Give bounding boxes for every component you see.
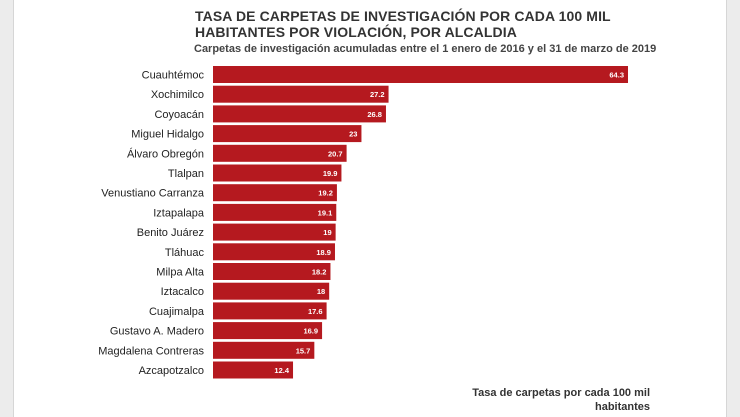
category-label: Iztacalco xyxy=(161,286,204,298)
category-label: Tláhuac xyxy=(165,247,205,259)
bar xyxy=(213,203,337,221)
bar xyxy=(213,125,362,143)
bar xyxy=(213,243,335,261)
category-label: Miguel Hidalgo xyxy=(131,129,204,141)
category-label: Iztapalapa xyxy=(153,207,205,219)
bar xyxy=(213,302,327,320)
data-label: 18.9 xyxy=(316,248,331,257)
category-label: Venustiano Carranza xyxy=(101,188,205,200)
bar xyxy=(213,322,323,340)
data-label: 27.2 xyxy=(370,90,385,99)
data-label: 19 xyxy=(323,228,331,237)
category-label: Magdalena Contreras xyxy=(98,345,204,357)
bar xyxy=(213,263,331,280)
panel-right-edge xyxy=(726,0,727,417)
bar xyxy=(213,223,336,241)
bar xyxy=(213,66,628,83)
data-label: 12.4 xyxy=(274,366,289,375)
bar xyxy=(213,341,315,359)
x-axis-label: Tasa de carpetas por cada 100 mil habita… xyxy=(472,387,650,413)
bar xyxy=(213,105,386,123)
category-label: Gustavo A. Madero xyxy=(110,326,204,338)
data-label: 26.8 xyxy=(367,110,382,119)
bar xyxy=(213,144,347,162)
data-label: 18 xyxy=(317,287,325,296)
bar xyxy=(213,361,294,379)
bar xyxy=(213,85,389,103)
chart-title: TASA DE CARPETAS DE INVESTIGACIÓN POR CA… xyxy=(195,8,611,40)
category-label: Cuauhtémoc xyxy=(142,70,205,82)
panel-left-edge xyxy=(13,0,14,417)
data-label: 20.7 xyxy=(328,149,343,158)
data-label: 18.2 xyxy=(312,268,327,277)
category-label: Coyoacán xyxy=(154,109,204,121)
category-label: Benito Juárez xyxy=(137,227,204,239)
bar xyxy=(213,282,330,300)
data-label: 16.9 xyxy=(303,327,318,336)
category-label: Tlalpan xyxy=(168,168,204,180)
data-label: 64.3 xyxy=(609,71,624,80)
bar xyxy=(213,164,342,182)
data-label: 19.2 xyxy=(318,189,333,198)
category-label: Álvaro Obregón xyxy=(127,147,204,160)
data-label: 15.7 xyxy=(296,346,311,355)
category-label: Milpa Alta xyxy=(156,267,205,279)
data-label: 23 xyxy=(349,130,357,139)
data-label: 19.9 xyxy=(323,169,338,178)
chart-subtitle: Carpetas de investigación acumuladas ent… xyxy=(194,43,657,55)
category-label: Azcapotzalco xyxy=(139,365,204,377)
data-label: 19.1 xyxy=(318,208,333,217)
category-label: Cuajimalpa xyxy=(149,306,205,318)
data-label: 17.6 xyxy=(308,307,323,316)
bar xyxy=(213,184,337,202)
category-label: Xochimilco xyxy=(151,89,204,101)
